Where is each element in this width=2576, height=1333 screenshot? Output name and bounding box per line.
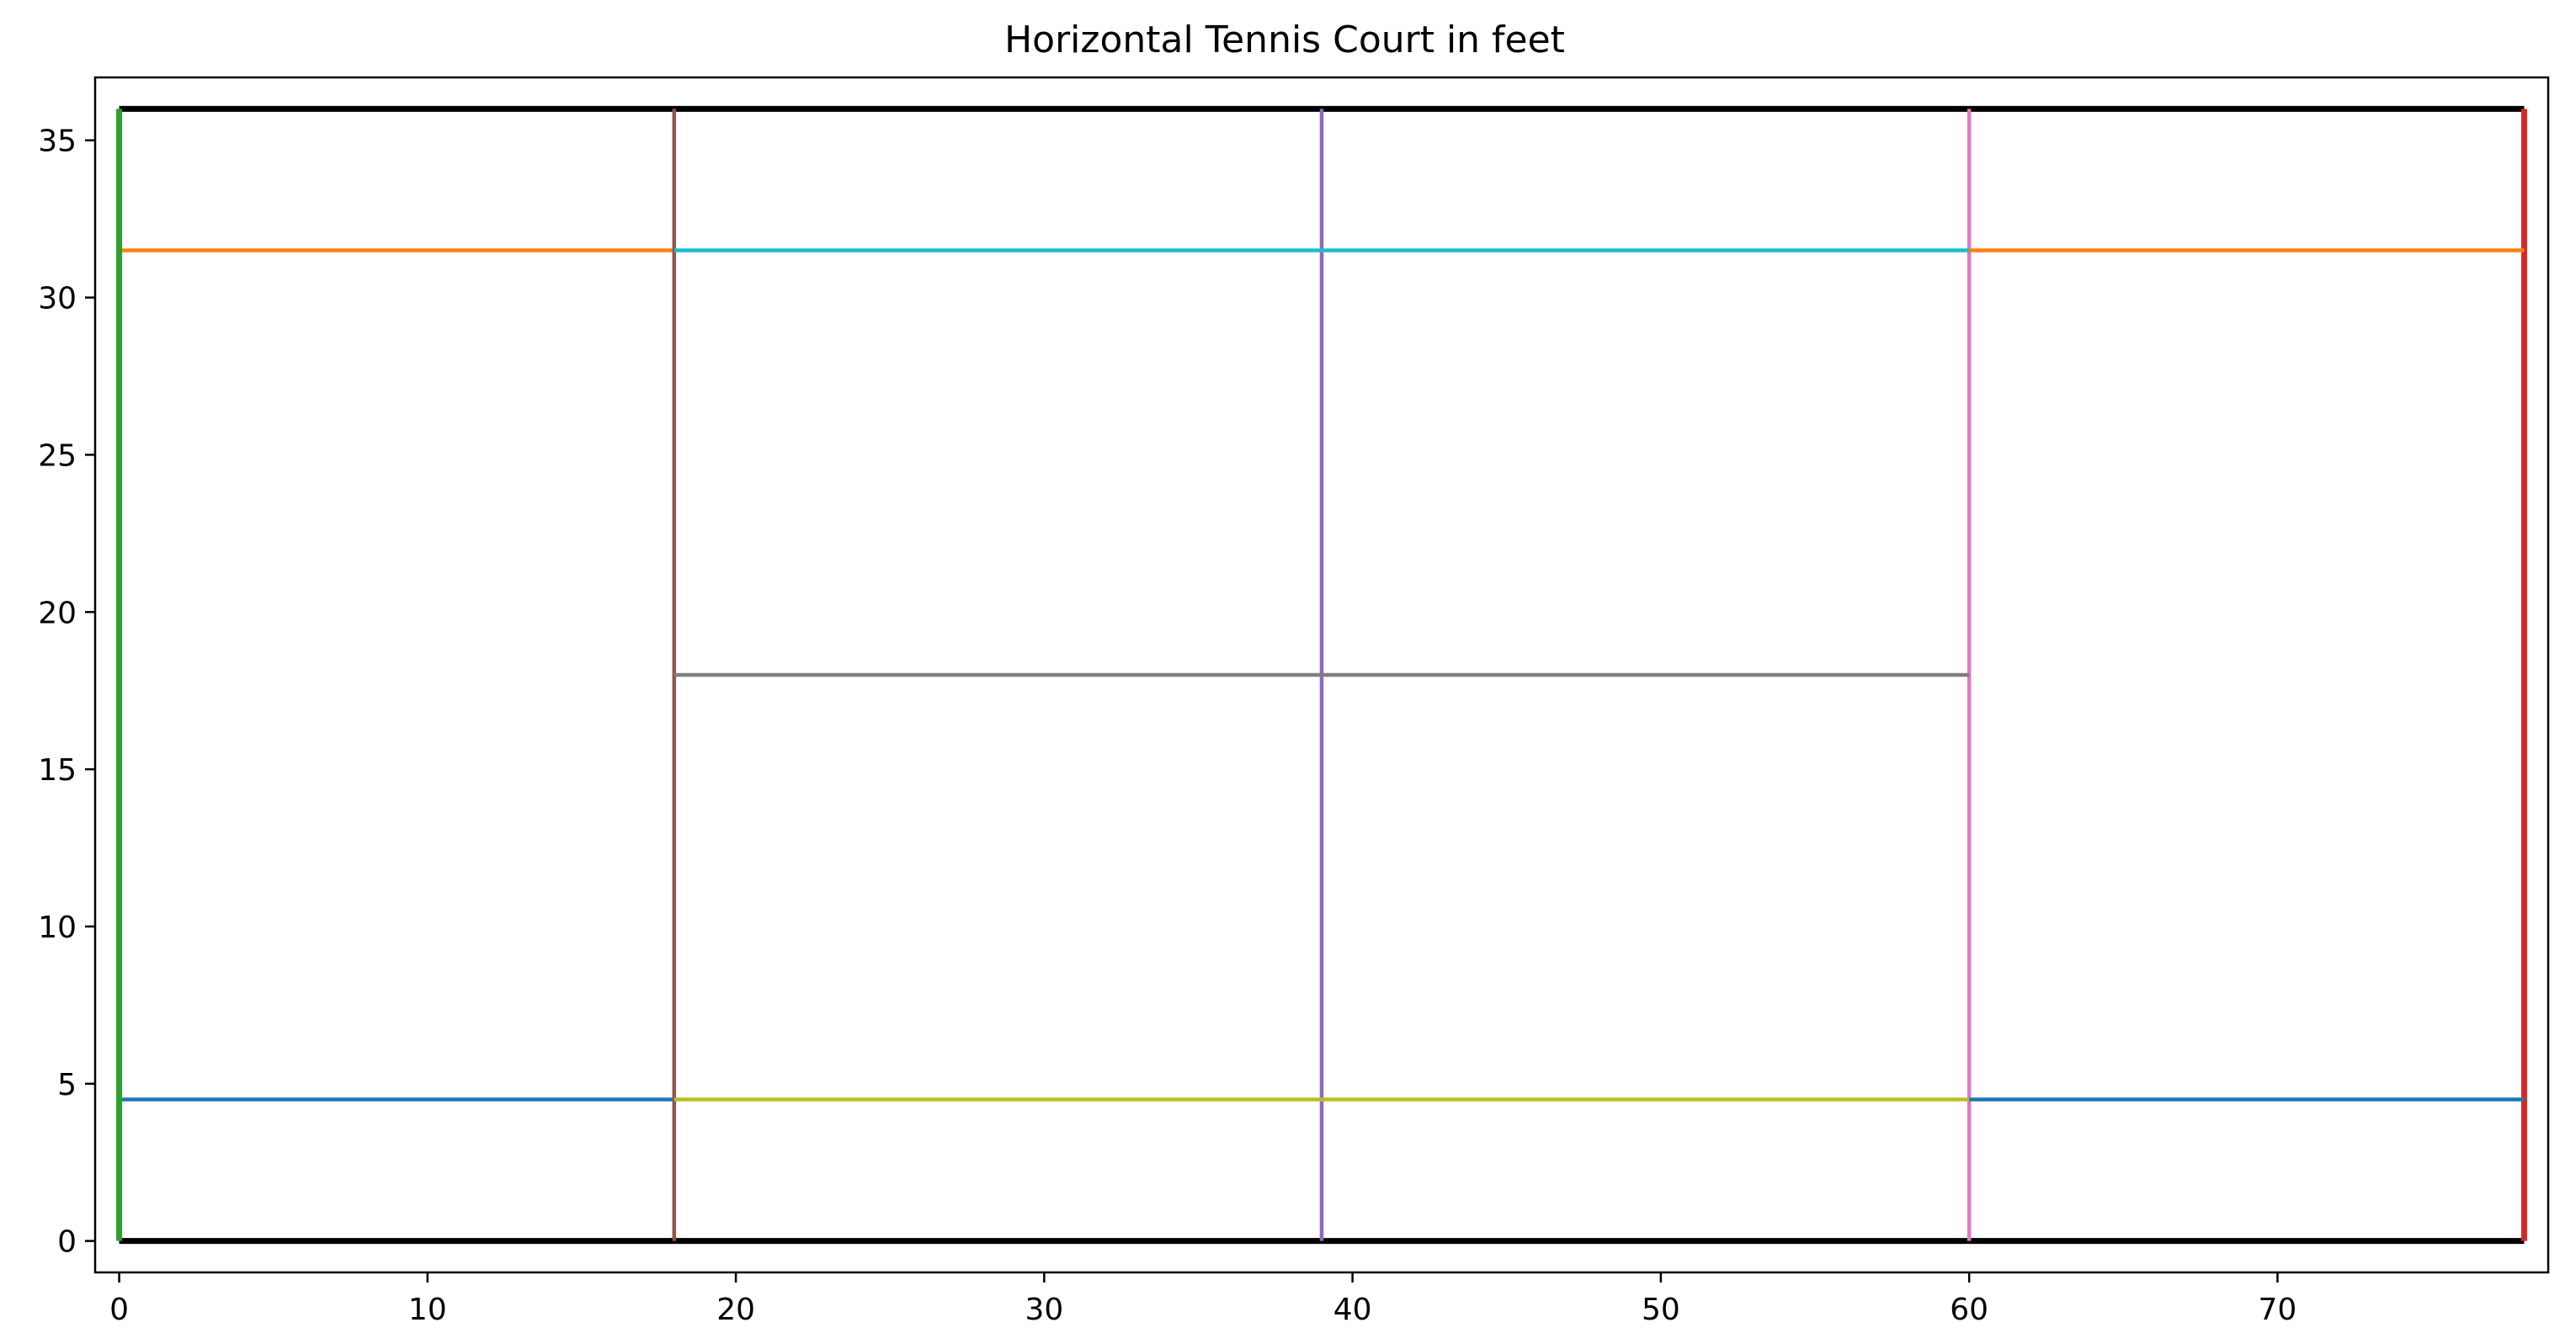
y-tick-label: 0 — [57, 1225, 77, 1260]
y-tick-label: 35 — [38, 125, 77, 159]
x-tick-label: 0 — [109, 1293, 129, 1327]
plot-frame — [93, 76, 2550, 1274]
x-tick-label: 50 — [1642, 1293, 1680, 1327]
x-tick-label: 40 — [1333, 1293, 1372, 1327]
x-tick-label: 10 — [408, 1293, 447, 1327]
x-axis: 0 10 20 30 40 50 60 70 — [109, 1272, 2297, 1327]
y-tick-label: 25 — [38, 438, 77, 473]
y-tick-label: 20 — [38, 596, 77, 630]
x-tick-label: 20 — [716, 1293, 755, 1327]
y-axis: 0 5 10 15 20 25 30 35 — [38, 125, 95, 1260]
y-tick-label: 5 — [57, 1068, 77, 1102]
y-tick-label: 30 — [38, 282, 77, 316]
y-tick-label: 10 — [38, 911, 77, 945]
x-tick-label: 60 — [1950, 1293, 1988, 1327]
x-tick-label: 30 — [1025, 1293, 1063, 1327]
x-tick-label: 70 — [2259, 1293, 2297, 1327]
chart-title: Horizontal Tennis Court in feet — [1004, 19, 1565, 61]
series-layer — [116, 105, 2527, 1245]
y-tick-label: 15 — [38, 753, 77, 788]
